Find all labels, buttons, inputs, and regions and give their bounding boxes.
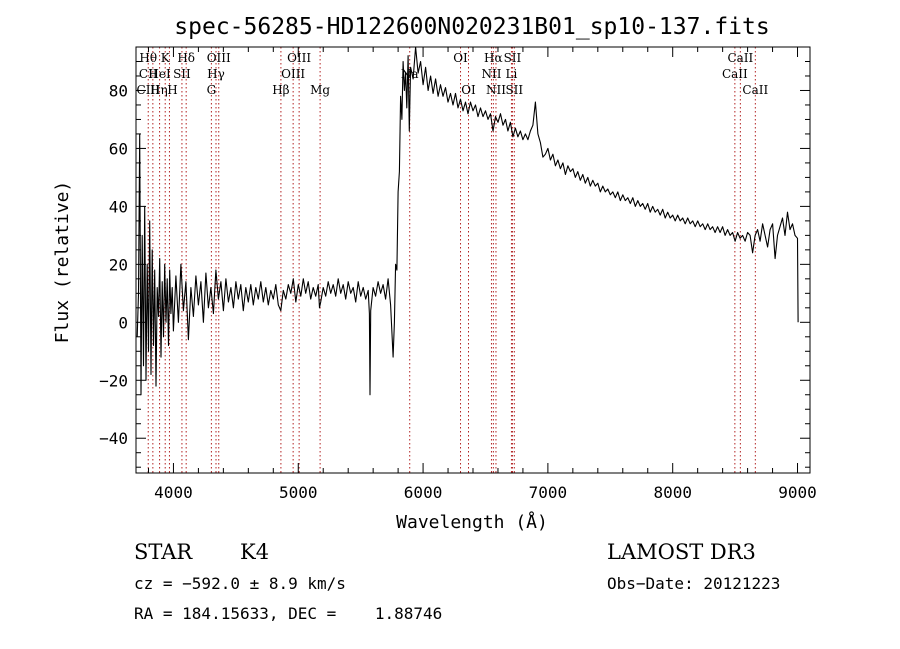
spectral-line-label: CaII [722,67,748,81]
spectral-line-label: Hβ [272,83,289,97]
spectral-line-label: H [167,83,177,97]
spectral-line-label: Hγ [207,67,225,81]
survey-name: LAMOST DR3 [607,540,756,564]
spectral-line-label: CIII [137,83,161,97]
object-class: STAR [134,540,193,564]
spectral-line-label: OIII [207,51,231,65]
spectral-line-label: SII [505,83,523,97]
y-tick-label: 60 [109,139,128,158]
spectral-line-label: SII [173,67,191,81]
spectral-line-label: OI [453,51,468,65]
chart-title: spec-56285-HD122600N020231B01_sp10-137.f… [174,14,769,40]
y-tick-label: 0 [118,313,128,332]
y-tick-label: −40 [99,429,128,448]
spectral-line-label: Hα [484,51,503,65]
x-tick-label: 9000 [778,483,817,502]
y-axis: −40 −20 0 20 40 60 80 [99,46,810,468]
spectral-line-label: G [207,83,217,97]
x-axis: 4000 5000 6000 7000 8000 9000 [147,47,817,502]
spectral-line-label: OIII [287,51,311,65]
spectrum-line [136,46,799,396]
spectral-line-label: Hθ [139,51,157,65]
spectral-line-label: SII [504,51,522,65]
spectral-line-label: HeI [148,67,171,81]
spectral-line-label: OIII [281,67,305,81]
x-tick-label: 4000 [154,483,193,502]
spectral-line-label: CaII [742,83,768,97]
coordinates-readout: RA = 184.15633, DEC = 1.88746 [134,604,443,623]
spectral-line-label: CII [139,67,158,81]
spectral-line-labels: Hθ CII CIII K HeI Hη Hδ SII H OIII Hγ G OIII OIII Hβ Mg… [137,51,769,97]
y-tick-label: 80 [109,81,128,100]
y-tick-label: −20 [99,371,128,390]
spectral-line-label: Hδ [177,51,195,65]
y-tick-label: 40 [109,197,128,216]
redshift-readout: cz = −592.0 ± 8.9 km/s [134,574,346,593]
spectral-line-label: Mg [310,83,330,97]
x-axis-label: Wavelength (Å) [396,511,548,533]
spectral-line-label: K [161,51,171,65]
spectral-line-label: NII [486,83,506,97]
spectral-line-label: CaII [727,51,753,65]
spectral-line-markers [147,47,756,473]
x-tick-label: 5000 [279,483,318,502]
spectral-line-label: NII [481,67,501,81]
x-tick-label: 6000 [404,483,443,502]
spectral-subclass: K4 [240,540,270,564]
observation-date: Obs−Date: 20121223 [607,574,781,593]
x-tick-label: 7000 [529,483,568,502]
y-axis-label: Flux (relative) [52,181,73,344]
spectral-line-label: Li [506,67,518,81]
y-tick-label: 20 [109,255,128,274]
x-tick-label: 8000 [653,483,692,502]
spectral-line-label: Hη [150,83,168,97]
spectral-line-label: OI [461,83,476,97]
